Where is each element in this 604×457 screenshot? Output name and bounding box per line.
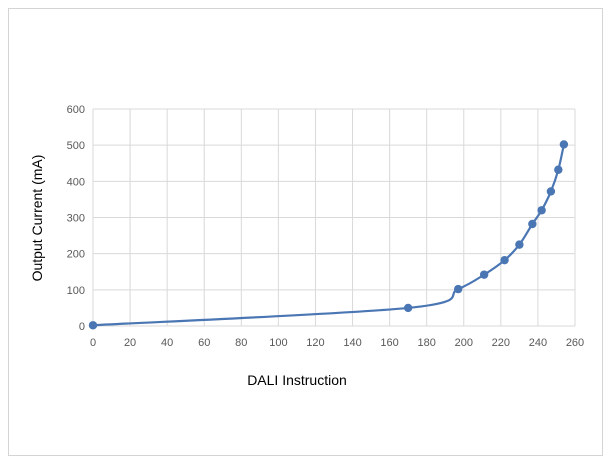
data-points <box>88 140 569 330</box>
data-point <box>528 219 537 229</box>
y-tick-label: 100 <box>67 285 85 297</box>
data-point <box>537 206 546 215</box>
x-tick-label: 200 <box>455 337 473 349</box>
x-tick-labels: 0 20 40 60 80 100 120 140 160 180 200 220 240 260 <box>90 337 584 349</box>
x-axis-title: DALI Instruction <box>247 372 347 388</box>
data-point <box>500 255 509 265</box>
y-tick-label: 300 <box>67 213 85 225</box>
y-tick-label: 0 <box>79 321 85 333</box>
chart-frame <box>8 8 603 456</box>
y-axis-title: Output Current (mA) <box>29 155 45 282</box>
data-point <box>454 284 463 294</box>
y-tick-labels: 0 100 200 300 400 500 600 <box>67 104 85 333</box>
y-tick-label: 600 <box>67 104 85 116</box>
x-tick-label: 240 <box>529 337 547 349</box>
x-tick-label: 120 <box>306 337 324 349</box>
x-tick-label: 100 <box>269 337 287 349</box>
x-tick-label: 220 <box>492 337 510 349</box>
data-point <box>479 270 489 279</box>
data-point <box>546 187 556 196</box>
data-point <box>88 321 98 330</box>
x-tick-label: 160 <box>380 337 398 349</box>
grid-layer <box>92 108 576 327</box>
x-tick-label: 20 <box>124 337 136 349</box>
x-tick-label: 260 <box>566 337 584 349</box>
y-tick-label: 400 <box>67 176 85 188</box>
x-tick-label: 0 <box>90 337 96 349</box>
y-tick-label: 500 <box>67 140 85 152</box>
x-tick-label: 140 <box>343 337 361 349</box>
x-tick-label: 60 <box>198 337 210 349</box>
data-point <box>403 303 413 313</box>
x-tick-label: 40 <box>161 337 173 349</box>
y-tick-label: 200 <box>67 249 85 261</box>
series-line <box>91 143 565 327</box>
data-point <box>554 165 563 174</box>
x-tick-label: 180 <box>418 337 436 349</box>
data-point <box>559 140 569 149</box>
data-point <box>515 240 524 249</box>
x-tick-label: 80 <box>235 337 247 349</box>
